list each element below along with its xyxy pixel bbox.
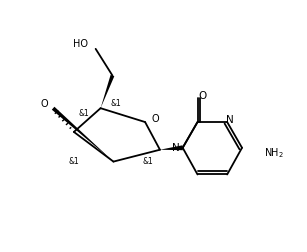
Text: O: O	[41, 99, 48, 109]
Polygon shape	[101, 75, 114, 108]
Polygon shape	[52, 107, 114, 162]
Polygon shape	[160, 145, 183, 150]
Text: &1: &1	[110, 99, 121, 108]
Text: HO: HO	[73, 39, 88, 49]
Text: &1: &1	[78, 109, 89, 118]
Text: &1: &1	[143, 157, 154, 166]
Text: N: N	[172, 143, 180, 153]
Text: O: O	[151, 114, 159, 124]
Text: N: N	[226, 115, 234, 125]
Text: &1: &1	[68, 157, 79, 166]
Text: O: O	[198, 91, 207, 101]
Text: NH$_2$: NH$_2$	[264, 146, 284, 160]
